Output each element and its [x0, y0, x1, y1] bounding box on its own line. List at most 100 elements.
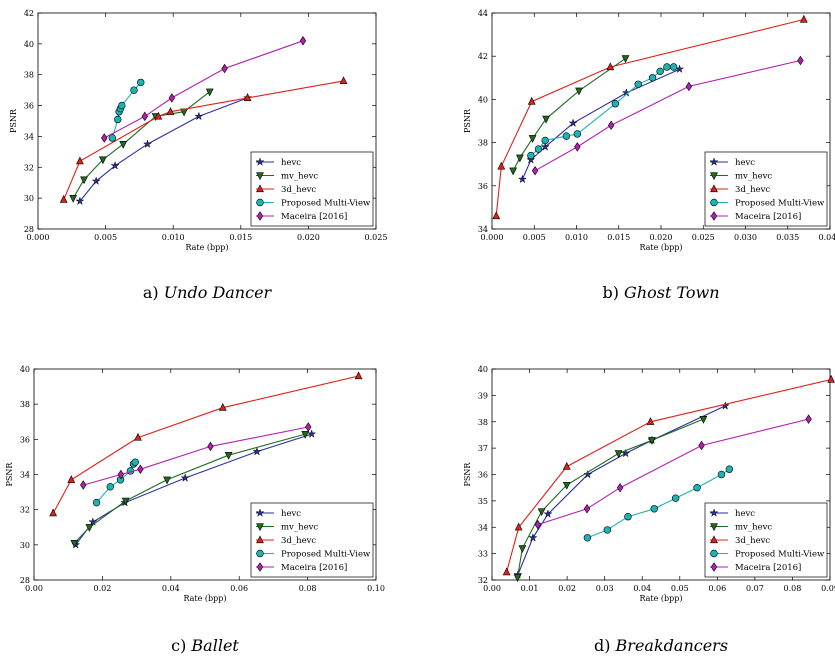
data-point-3d_hevc — [59, 195, 68, 203]
series-line-hevc — [79, 97, 248, 202]
data-point-hevc — [110, 160, 120, 170]
data-point-mv_hevc — [648, 437, 656, 445]
data-point-3d_hevc — [562, 461, 571, 470]
y-tick-label: 44 — [478, 9, 488, 18]
data-point-mv_hevc — [699, 416, 708, 424]
data-point-hevc — [517, 174, 528, 184]
series-line-maceira — [83, 426, 309, 486]
legend-marker-mv_hevc — [256, 523, 264, 532]
data-point-hevc — [252, 446, 262, 456]
y-tick-label: 37 — [478, 444, 488, 453]
panel-caption: a) Undo Dancer — [143, 283, 273, 302]
data-point-mv_hevc — [163, 476, 171, 485]
panel-caption: b) Ghost Town — [602, 283, 719, 302]
y-tick-label: 38 — [20, 400, 30, 409]
legend-label-3d_hevc: 3d_hevc — [735, 185, 770, 195]
legend: hevc mv_hevc 3d_hevc Proposed Multi-View Mac… — [704, 502, 828, 578]
x-axis-label: Rate (bpp) — [639, 594, 682, 603]
data-point-mv_hevc — [99, 156, 107, 165]
x-tick-label: 0.06 — [230, 584, 248, 593]
data-point-maceira — [299, 36, 307, 46]
data-point-maceira — [117, 469, 125, 480]
series-line-3d_hevc — [52, 375, 359, 514]
data-point-hevc — [88, 517, 98, 526]
x-tick-label: 0.04 — [633, 584, 651, 593]
data-point-maceira — [583, 504, 591, 514]
data-point-3d_hevc — [354, 371, 363, 380]
series-mv_hevc — [70, 430, 310, 548]
y-tick-label: 36 — [478, 471, 488, 480]
legend-marker-maceira — [256, 562, 264, 572]
series-mv_hevc — [513, 416, 708, 583]
legend-label-proposed: Proposed Multi-View — [735, 199, 825, 209]
data-point-mv_hevc — [575, 87, 583, 96]
x-tick-label: 0.020 — [297, 233, 320, 242]
series-3d_hevc — [59, 76, 348, 203]
data-point-mv_hevc — [301, 430, 310, 439]
y-tick-label: 40 — [478, 365, 488, 374]
legend-marker-proposed — [710, 198, 718, 207]
y-tick-label: 28 — [24, 225, 34, 234]
series-maceira — [534, 414, 812, 530]
legend-label-maceira: Maceira [2016] — [281, 212, 347, 222]
x-tick-label: 0.015 — [607, 233, 630, 242]
legend-marker-hevc — [709, 157, 719, 166]
data-point-mv_hevc — [69, 195, 78, 203]
data-point-hevc — [543, 509, 553, 519]
data-point-proposed — [669, 63, 678, 71]
caption-label: a) — [143, 283, 164, 302]
legend-marker-3d_hevc — [256, 535, 264, 544]
legend-marker-maceira — [710, 211, 718, 221]
legend-label-hevc: hevc — [735, 158, 755, 168]
data-point-proposed — [562, 132, 571, 140]
x-tick-label: 0.01 — [521, 584, 539, 593]
series-maceira — [80, 422, 312, 490]
data-point-maceira — [616, 482, 624, 493]
data-point-proposed — [130, 86, 138, 94]
x-tick-label: 0.040 — [819, 233, 835, 242]
legend-marker-mv_hevc — [256, 172, 264, 181]
data-point-hevc — [307, 429, 317, 439]
series-line-mv_hevc — [72, 91, 211, 199]
y-tick-label: 38 — [478, 418, 488, 427]
series-line-hevc — [521, 68, 680, 180]
data-point-3d_hevc — [514, 522, 523, 531]
data-point-maceira — [797, 55, 804, 66]
data-point-3d_hevc — [166, 107, 175, 115]
x-tick-label: 0.010 — [162, 233, 185, 242]
chart-panel-4: 0.00 0.01 0.02 0.03 0.04 0.05 0.06 0.07 0.08 0.09… — [463, 365, 835, 655]
data-point-mv_hevc — [121, 497, 130, 506]
y-tick-label: 34 — [24, 132, 34, 141]
y-tick-label: 36 — [478, 182, 488, 191]
data-point-3d_hevc — [134, 432, 142, 441]
legend-marker-hevc — [255, 157, 265, 166]
legend-label-mv_hevc: mv_hevc — [281, 523, 318, 533]
data-point-maceira — [207, 441, 214, 452]
data-point-hevc — [568, 118, 578, 128]
data-point-proposed — [663, 63, 671, 71]
series-proposed — [527, 63, 678, 160]
legend-marker-maceira — [256, 211, 264, 221]
series-line-mv_hevc — [74, 433, 306, 544]
data-point-proposed — [693, 483, 701, 492]
series-mv_hevc — [69, 88, 214, 203]
data-point-proposed — [118, 101, 126, 110]
data-point-maceira — [101, 133, 108, 143]
legend-label-hevc: hevc — [281, 158, 301, 168]
series-proposed — [108, 78, 145, 142]
data-point-maceira — [137, 464, 144, 474]
series-line-proposed — [587, 468, 730, 539]
x-tick-label: 0.035 — [776, 233, 799, 242]
data-point-mv_hevc — [80, 176, 88, 185]
y-tick-label: 38 — [24, 71, 34, 80]
data-point-maceira — [221, 63, 228, 74]
caption-title: Ballet — [190, 636, 239, 655]
y-axis-label: PSNR — [5, 462, 14, 487]
data-point-mv_hevc — [85, 524, 94, 532]
x-tick-label: 0.09 — [821, 584, 835, 593]
x-tick-label: 0.015 — [229, 233, 252, 242]
data-point-hevc — [194, 111, 204, 121]
data-point-maceira — [168, 93, 176, 103]
x-tick-label: 0.00 — [483, 584, 501, 593]
x-tick-label: 0.030 — [734, 233, 757, 242]
